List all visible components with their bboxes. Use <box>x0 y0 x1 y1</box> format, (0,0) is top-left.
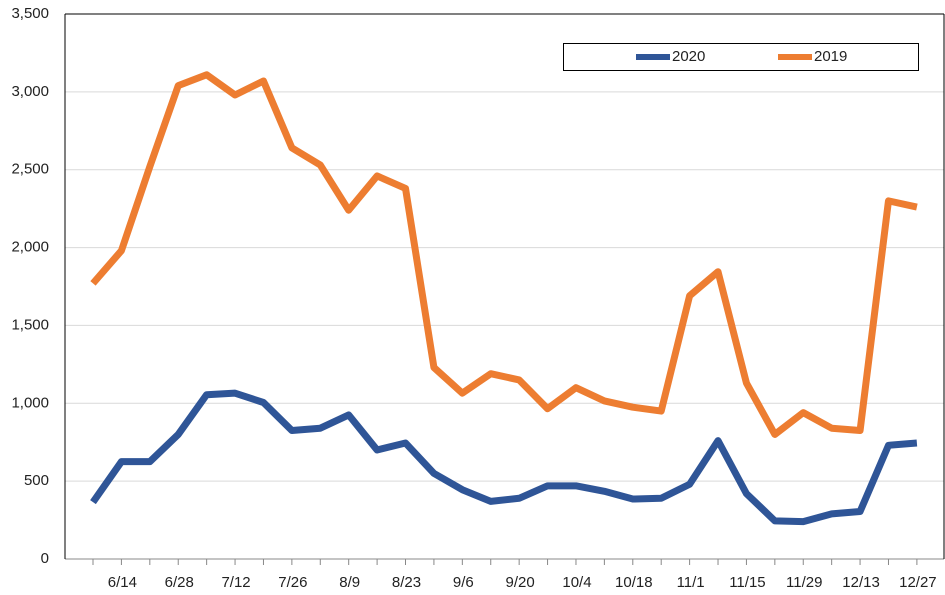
x-tick-label: 7/12 <box>221 574 250 591</box>
x-tick-label: 12/13 <box>842 574 880 591</box>
legend-box <box>563 43 919 71</box>
y-tick-label: 1,500 <box>11 316 49 333</box>
y-tick-label: 3,000 <box>11 83 49 100</box>
x-tick-label: 7/26 <box>278 574 307 591</box>
y-tick-label: 1,000 <box>11 394 49 411</box>
x-tick-label: 10/4 <box>562 574 591 591</box>
x-tick-label: 6/14 <box>108 574 137 591</box>
legend-label: 2019 <box>814 48 847 65</box>
y-tick-label: 2,000 <box>11 239 49 256</box>
x-tick-label: 12/27 <box>899 574 937 591</box>
y-tick-label: 500 <box>24 472 49 489</box>
x-tick-label: 11/15 <box>729 574 765 591</box>
line-series <box>90 71 918 438</box>
x-tick-label: 8/9 <box>339 574 360 591</box>
line-series <box>90 389 918 526</box>
y-tick-label: 3,500 <box>11 5 49 22</box>
y-tick-label: 0 <box>41 550 49 567</box>
legend-label: 2020 <box>672 48 705 65</box>
x-tick-label: 11/1 <box>677 574 705 591</box>
x-tick-label: 6/28 <box>165 574 194 591</box>
x-tick-label: 10/18 <box>615 574 653 591</box>
x-tick-label: 11/29 <box>786 574 822 591</box>
x-tick-label: 9/20 <box>506 574 535 591</box>
x-tick-label: 9/6 <box>453 574 474 591</box>
y-tick-label: 2,500 <box>11 161 49 178</box>
x-tick-label: 8/23 <box>392 574 421 591</box>
